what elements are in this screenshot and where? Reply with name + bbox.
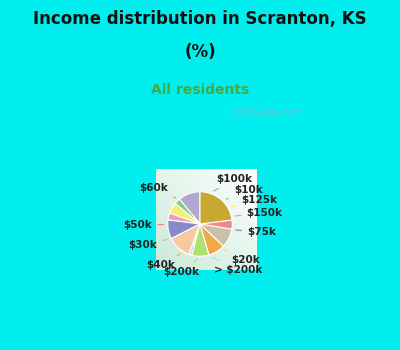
Wedge shape [175, 199, 200, 224]
Text: $30k: $30k [128, 239, 167, 250]
Wedge shape [170, 203, 200, 224]
Text: > $200k: > $200k [212, 257, 262, 275]
Wedge shape [168, 213, 200, 224]
Wedge shape [180, 192, 200, 224]
Text: $150k: $150k [235, 208, 282, 218]
Text: $20k: $20k [225, 250, 260, 265]
Text: All residents: All residents [151, 83, 249, 97]
Text: $60k: $60k [140, 183, 175, 198]
Wedge shape [200, 192, 232, 224]
Text: $200k: $200k [163, 259, 199, 277]
Text: $50k: $50k [124, 220, 164, 230]
Wedge shape [189, 224, 200, 255]
Text: Income distribution in Scranton, KS: Income distribution in Scranton, KS [33, 10, 367, 28]
Wedge shape [168, 220, 200, 239]
Wedge shape [200, 224, 224, 255]
Text: $75k: $75k [236, 227, 276, 237]
Wedge shape [192, 224, 209, 256]
Wedge shape [200, 220, 232, 229]
Text: ⓘ City-Data.com: ⓘ City-Data.com [229, 108, 302, 117]
Text: $125k: $125k [232, 195, 278, 207]
Wedge shape [200, 224, 232, 246]
Text: $40k: $40k [146, 254, 180, 270]
Text: $10k: $10k [226, 185, 262, 199]
Wedge shape [171, 224, 200, 254]
Text: $100k: $100k [214, 174, 252, 191]
Text: (%): (%) [184, 43, 216, 61]
